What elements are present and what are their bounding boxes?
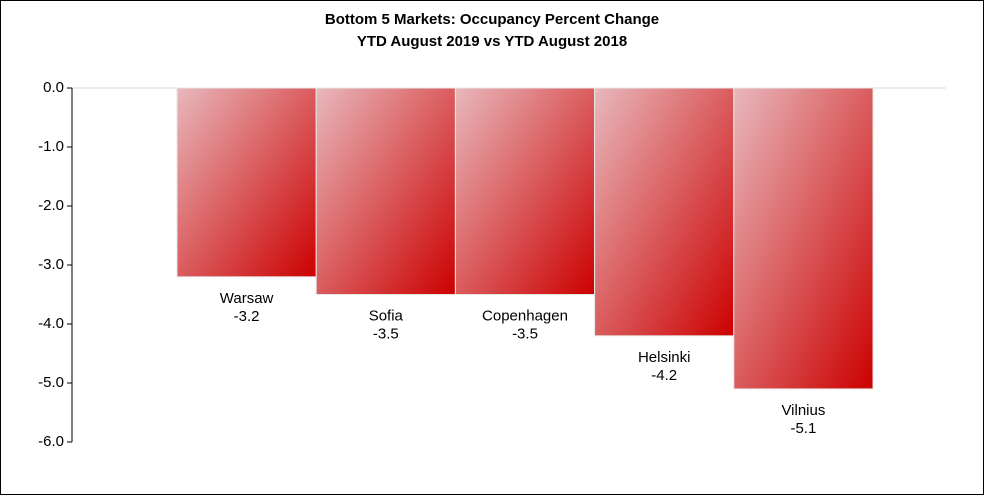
bar (454, 87, 596, 295)
y-tick-label: -1.0 (38, 138, 64, 155)
category-label: Sofia (369, 307, 404, 324)
chart-title: Bottom 5 Markets: Occupancy Percent Chan… (325, 11, 659, 28)
y-tick-label: -2.0 (38, 197, 64, 214)
value-label: -3.5 (512, 325, 538, 342)
y-tick-label: -5.0 (38, 374, 64, 391)
bar (733, 87, 874, 390)
y-tick-label: -3.0 (38, 256, 64, 273)
category-label: Helsinki (638, 349, 691, 366)
category-label: Warsaw (220, 290, 274, 307)
value-label: -3.2 (234, 308, 260, 325)
value-label: -4.2 (651, 367, 677, 384)
value-label: -3.5 (373, 325, 399, 342)
category-label: Copenhagen (482, 307, 568, 324)
bar (594, 87, 735, 337)
category-label: Vilnius (781, 402, 825, 419)
bar (176, 87, 317, 278)
y-tick-label: -6.0 (38, 433, 64, 450)
chart-subtitle: YTD August 2019 vs YTD August 2018 (357, 33, 627, 50)
y-tick-label: -4.0 (38, 315, 64, 332)
value-label: -5.1 (790, 420, 816, 437)
bar (315, 87, 456, 295)
y-tick-label: 0.0 (43, 79, 64, 96)
